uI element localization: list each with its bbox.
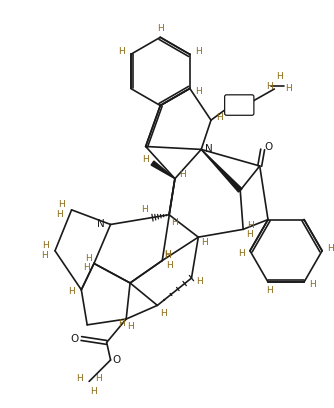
Polygon shape bbox=[201, 149, 242, 192]
Text: H: H bbox=[160, 309, 167, 318]
Text: H: H bbox=[58, 200, 65, 209]
Text: H: H bbox=[310, 280, 316, 289]
Text: N: N bbox=[205, 144, 213, 154]
Text: H: H bbox=[196, 277, 203, 286]
Text: H: H bbox=[90, 387, 97, 396]
Text: H: H bbox=[85, 254, 92, 263]
Text: H: H bbox=[195, 47, 202, 56]
FancyBboxPatch shape bbox=[225, 95, 254, 115]
Text: H: H bbox=[164, 250, 170, 259]
Text: H: H bbox=[238, 249, 244, 258]
Text: H: H bbox=[267, 286, 273, 295]
Text: H: H bbox=[328, 244, 334, 253]
Text: H: H bbox=[76, 374, 83, 383]
Text: H: H bbox=[216, 113, 223, 122]
Text: H: H bbox=[119, 47, 125, 56]
Text: H: H bbox=[172, 218, 178, 227]
Text: H: H bbox=[286, 84, 292, 93]
Text: H: H bbox=[68, 287, 75, 296]
Text: H: H bbox=[127, 322, 134, 331]
Text: O: O bbox=[70, 333, 78, 344]
Text: H: H bbox=[195, 87, 202, 96]
Text: H: H bbox=[41, 251, 48, 260]
Polygon shape bbox=[151, 161, 175, 179]
Text: O: O bbox=[112, 355, 121, 365]
Text: H: H bbox=[276, 72, 283, 81]
Text: H: H bbox=[83, 263, 90, 272]
Text: H: H bbox=[142, 155, 149, 164]
Text: H: H bbox=[56, 210, 63, 219]
Text: H: H bbox=[164, 251, 170, 260]
Text: H: H bbox=[166, 261, 172, 270]
Text: H: H bbox=[266, 82, 273, 91]
Text: H: H bbox=[141, 205, 148, 214]
Text: O: O bbox=[265, 142, 273, 153]
Text: H: H bbox=[157, 24, 164, 33]
Text: N: N bbox=[97, 220, 105, 229]
Text: H: H bbox=[118, 319, 125, 328]
Text: H: H bbox=[201, 239, 207, 248]
Text: H: H bbox=[247, 221, 254, 230]
Text: H: H bbox=[42, 242, 49, 251]
Text: H: H bbox=[179, 170, 186, 179]
Text: AbS: AbS bbox=[230, 100, 248, 109]
Text: H: H bbox=[96, 374, 102, 383]
Text: H: H bbox=[245, 230, 253, 239]
